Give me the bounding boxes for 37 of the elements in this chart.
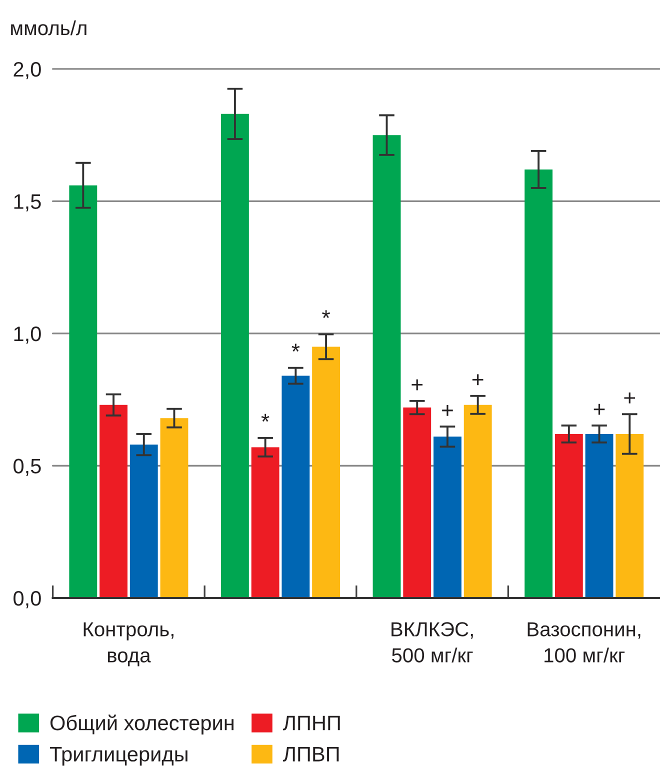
bar [160,418,188,598]
data-label: * [322,310,330,318]
y-tick-label: 1,5 [14,194,41,212]
y-tick-label: 2,0 [14,62,41,80]
data-label: + [594,404,605,415]
legend-label: Общий холестерин [50,714,234,734]
legend-label: ЛПВП [283,747,339,762]
data-label: + [442,404,453,416]
data-label: * [261,414,270,422]
bar [312,346,340,598]
data-label: + [412,379,423,390]
bar [251,447,280,598]
legend-label: ЛПНП [283,716,340,730]
data-label: + [624,392,636,404]
y-tick-label: 0,5 [14,458,41,476]
bar [524,169,553,598]
bar [220,114,249,598]
bar [282,376,310,598]
y-axis-title: ммоль/л [11,20,86,36]
legend-label: Триглицериды [50,747,188,766]
x-tick-label: ВКЛКЭС, 500 мг/кг [392,622,473,662]
bar [69,185,98,598]
bar [434,436,462,598]
bar [100,404,128,598]
bar [616,434,644,598]
bar [403,408,432,598]
data-label: + [472,374,484,386]
x-tick-label: Вазоспонин, 100 мг/кг [528,622,640,662]
bar [585,434,614,598]
bar [372,135,401,598]
bar [130,444,158,598]
bar [464,404,492,598]
bar [554,434,583,598]
y-tick-label: 0,0 [14,590,41,608]
x-tick-label: Контроль, вода [84,622,174,666]
data-label: * [292,344,300,352]
y-tick-label: 1,0 [14,326,41,344]
